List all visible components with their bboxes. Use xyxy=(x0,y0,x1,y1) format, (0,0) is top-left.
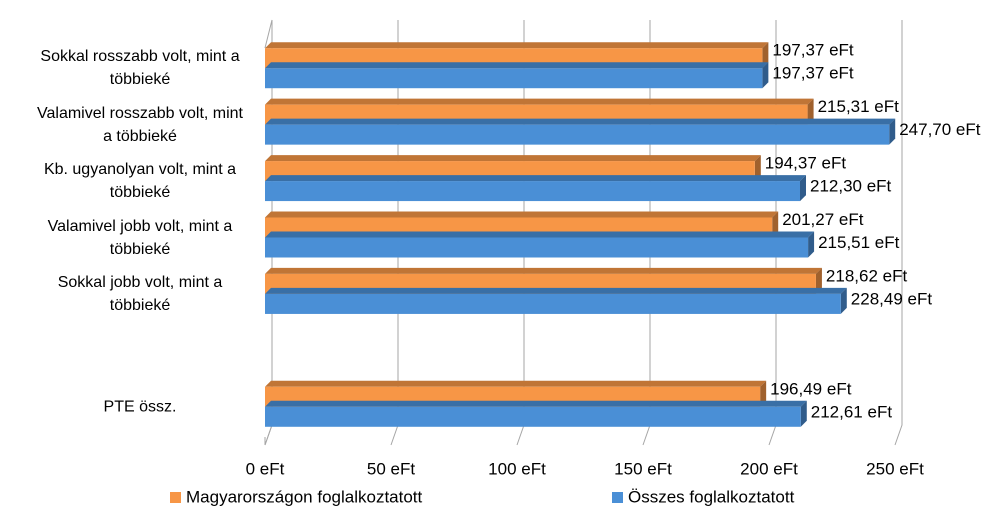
bar-side xyxy=(772,211,779,238)
bar-top xyxy=(265,287,847,294)
legend-swatch xyxy=(170,492,181,503)
bar xyxy=(265,175,806,202)
bar-side xyxy=(799,175,806,202)
y-tick-label: PTE össz. xyxy=(103,398,177,416)
bar xyxy=(265,231,815,258)
y-tick-label: Kb. ugyanolyan volt, mint a többieké xyxy=(43,161,237,202)
bar xyxy=(265,62,769,89)
bar-top xyxy=(265,267,822,274)
legend-swatch xyxy=(612,492,623,503)
bar xyxy=(265,287,847,314)
x-tick-label: 250 eFt xyxy=(866,459,924,478)
x-tick-label: 150 eFt xyxy=(614,459,672,478)
bar-side xyxy=(815,267,822,294)
y-tick-label: Sokkal rosszabb volt, mint a többieké xyxy=(40,48,240,89)
bar-top xyxy=(265,62,769,69)
value-label: 215,31 eFt xyxy=(818,97,900,116)
bar-top xyxy=(265,231,815,238)
bar-side xyxy=(800,400,807,427)
value-label: 197,37 eFt xyxy=(772,64,854,83)
bar-front xyxy=(265,124,890,145)
y-tick-label: Valamivel jobb volt, mint a többieké xyxy=(47,217,233,258)
bar-side xyxy=(762,42,769,69)
bar-side xyxy=(807,98,814,125)
legend-label: Összes foglalkoztatott xyxy=(628,487,795,506)
value-label: 218,62 eFt xyxy=(826,266,908,285)
value-label: 194,37 eFt xyxy=(765,154,847,173)
legend-label: Magyarországon foglalkoztatott xyxy=(186,487,423,506)
value-label: 212,61 eFt xyxy=(811,402,893,421)
bar-front xyxy=(265,293,841,314)
x-tick-label: 50 eFt xyxy=(367,459,415,478)
value-label: 196,49 eFt xyxy=(770,379,852,398)
value-label: 201,27 eFt xyxy=(782,210,864,229)
bar-top xyxy=(265,400,807,407)
bar-side xyxy=(889,118,896,145)
bar-top xyxy=(265,98,814,105)
value-label: 215,51 eFt xyxy=(818,233,900,252)
bar-side xyxy=(762,62,769,89)
bar xyxy=(265,400,807,427)
bar-top xyxy=(265,175,806,182)
value-label: 212,30 eFt xyxy=(810,177,892,196)
bar-top xyxy=(265,118,896,125)
bar-top xyxy=(265,42,769,49)
value-label: 197,37 eFt xyxy=(772,41,854,60)
bar-side xyxy=(754,155,761,182)
x-tick-label: 0 eFt xyxy=(246,459,285,478)
bar-top xyxy=(265,380,767,387)
grid-line xyxy=(894,20,903,446)
x-tick-label: 100 eFt xyxy=(488,459,546,478)
x-tick-label: 200 eFt xyxy=(740,459,798,478)
bar-side xyxy=(840,287,847,314)
bar xyxy=(265,118,896,145)
bar-top xyxy=(265,155,761,162)
bar-front xyxy=(265,237,809,258)
bar-front xyxy=(265,181,800,202)
bar-front xyxy=(265,68,763,89)
value-label: 247,70 eFt xyxy=(899,120,981,139)
y-tick-label: Valamivel rosszabb volt, mint a többieké xyxy=(37,104,243,145)
y-tick-label: Sokkal jobb volt, mint a többieké xyxy=(57,273,223,314)
value-label: 228,49 eFt xyxy=(851,289,933,308)
bar-side xyxy=(808,231,815,258)
bar-front xyxy=(265,406,801,427)
bar-top xyxy=(265,211,779,218)
bar-side xyxy=(760,380,767,407)
